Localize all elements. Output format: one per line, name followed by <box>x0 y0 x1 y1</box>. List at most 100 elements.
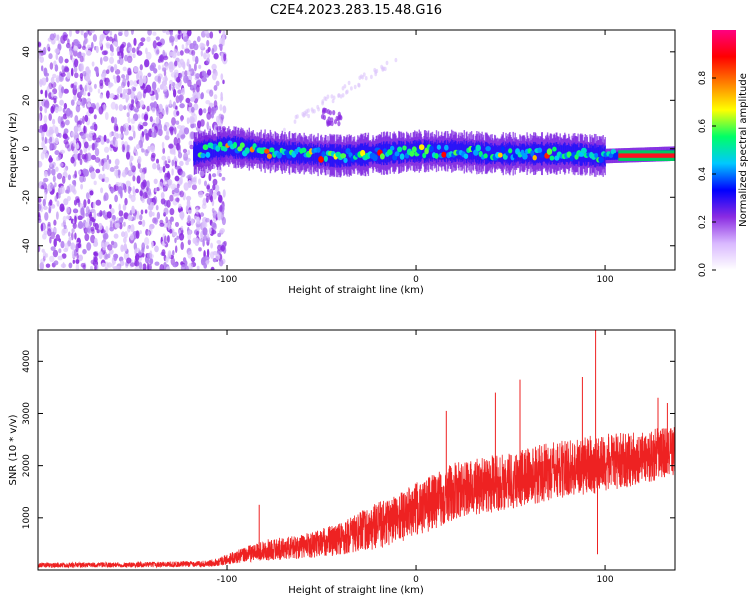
noise-blob <box>60 240 65 249</box>
noise-blob <box>93 237 98 244</box>
noise-blob <box>90 265 93 270</box>
noise-blob <box>61 253 67 259</box>
noise-blob <box>159 264 165 270</box>
noise-blob <box>109 56 114 65</box>
noise-blob <box>58 238 62 243</box>
noise-blob <box>212 191 217 200</box>
noise-blob <box>80 183 84 190</box>
noise-blob <box>95 45 99 54</box>
noise-blob <box>202 108 207 114</box>
noise-blob <box>139 230 142 235</box>
signal-band-inner <box>509 143 512 164</box>
noise-blob <box>137 161 141 170</box>
noise-blob <box>179 72 183 80</box>
faint-track-blob <box>385 60 389 66</box>
noise-blob <box>127 80 130 88</box>
noise-blob <box>64 141 70 149</box>
noise-blob <box>132 53 136 59</box>
noise-blob <box>86 242 92 251</box>
noise-blob <box>171 168 174 176</box>
noise-blob <box>50 76 55 84</box>
noise-blob <box>140 172 145 181</box>
colorbar: 0.0 0.2 0.4 0.6 0.8 Normalized spectral ampl… <box>698 30 749 277</box>
noise-blob <box>79 149 83 156</box>
noise-blob <box>132 185 136 195</box>
noise-blob <box>92 34 98 42</box>
noise-blob <box>153 129 157 138</box>
noise-blob <box>200 119 205 127</box>
snr-frame <box>37 329 676 571</box>
track-blob <box>332 110 336 116</box>
noise-blob <box>38 100 41 108</box>
noise-blob <box>65 42 71 49</box>
noise-blob <box>132 175 136 182</box>
noise-blob <box>192 123 197 128</box>
noise-blob <box>90 154 96 161</box>
noise-blob <box>44 90 48 99</box>
signal-spot <box>434 152 439 159</box>
noise-blob <box>206 111 212 120</box>
noise-blob <box>178 203 182 209</box>
noise-blob <box>158 168 163 174</box>
noise-blob <box>206 39 210 47</box>
noise-blob <box>174 237 177 244</box>
noise-blob <box>38 214 41 221</box>
signal-spot <box>598 156 604 163</box>
noise-blob <box>122 169 127 178</box>
noise-blob <box>71 180 77 185</box>
noise-blob <box>125 73 130 81</box>
noise-blob <box>83 199 87 208</box>
signal-spot <box>569 155 574 162</box>
noise-blob <box>115 125 119 132</box>
noise-blob <box>73 94 77 102</box>
noise-blob <box>61 65 65 71</box>
noise-blob <box>125 151 131 160</box>
noise-blob <box>211 229 217 235</box>
noise-blob <box>109 166 115 173</box>
noise-blob <box>52 118 56 125</box>
noise-blob <box>186 117 190 125</box>
noise-blob <box>124 197 128 206</box>
noise-blob <box>87 44 92 49</box>
noise-blob <box>163 207 169 216</box>
noise-blob <box>85 133 89 138</box>
noise-blob <box>157 75 162 84</box>
faint-track-blob <box>283 127 286 133</box>
noise-blob <box>115 132 119 140</box>
signal-spot <box>343 157 348 164</box>
noise-blob <box>93 256 98 263</box>
noise-blob <box>56 172 63 180</box>
noise-blob <box>94 66 99 72</box>
y-tick-label: -40 <box>22 238 32 253</box>
noise-blob <box>75 259 80 264</box>
noise-blob <box>163 235 167 245</box>
signal-spot <box>323 155 328 162</box>
noise-blob <box>64 119 70 126</box>
noise-blob <box>139 190 143 197</box>
noise-blob <box>83 32 88 38</box>
snr-panel: -100 0 100 1000 2000 3000 4000 Height of strai… <box>8 329 676 596</box>
noise-blob <box>55 52 59 61</box>
noise-blob <box>50 246 56 252</box>
noise-blob <box>213 52 219 60</box>
signal-spot <box>483 153 488 159</box>
noise-blob <box>200 169 205 177</box>
noise-blob <box>135 188 139 194</box>
noise-blob <box>42 251 47 260</box>
noise-blob <box>209 31 214 39</box>
noise-blob <box>116 88 120 94</box>
noise-blob <box>169 79 173 85</box>
noise-blob <box>176 110 180 116</box>
noise-blob <box>205 99 211 105</box>
noise-blob <box>177 61 182 69</box>
signal-spot <box>244 147 250 154</box>
noise-blob <box>169 99 172 107</box>
noise-blob <box>80 63 84 72</box>
noise-blob <box>100 158 105 167</box>
noise-blob <box>185 77 189 82</box>
noise-blob <box>118 210 124 217</box>
noise-blob <box>141 113 145 120</box>
noise-blob <box>104 30 110 34</box>
noise-blob <box>152 162 157 170</box>
